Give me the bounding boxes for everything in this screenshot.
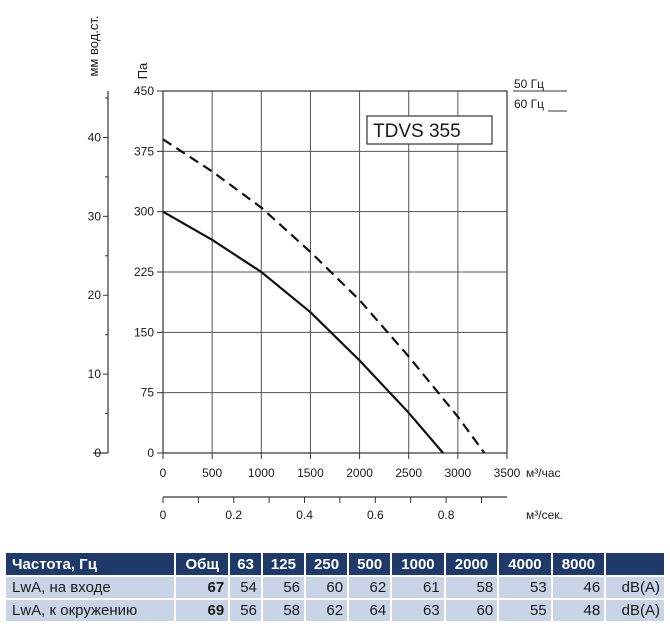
cell-2000: 58 xyxy=(445,577,498,598)
x-axis-label: м³/час xyxy=(526,466,561,480)
x-tick-label: 500 xyxy=(202,466,222,480)
cell-250: 62 xyxy=(306,600,348,621)
header-125: 125 xyxy=(262,553,304,575)
header-8000: 8000 xyxy=(552,553,605,575)
x-tick-label: 3000 xyxy=(445,466,472,480)
header-unit xyxy=(606,553,664,575)
header-total: Общ xyxy=(176,553,229,575)
plot-frame xyxy=(162,90,508,454)
x-tick-label: 3500 xyxy=(494,466,521,480)
y-tick-label: 300 xyxy=(134,205,154,219)
x2-tick-label: 0.2 xyxy=(225,508,242,522)
cell-1000: 61 xyxy=(392,577,444,598)
x-tick-label: 2500 xyxy=(395,466,422,480)
table-row: LwA, на входе 67 54 56 60 62 61 58 53 46… xyxy=(6,577,664,598)
cell-2000: 60 xyxy=(445,600,498,621)
y-tick-label: 450 xyxy=(134,84,154,98)
y2-tick-label: 30 xyxy=(88,209,102,223)
title-box: TDVS 355 xyxy=(366,115,493,145)
cell-4000: 53 xyxy=(499,577,551,598)
header-250: 250 xyxy=(306,553,348,575)
y-tick-label: 0 xyxy=(147,446,154,460)
cell-63: 54 xyxy=(230,577,261,598)
table-header-row: Частота, Гц Общ 63 125 250 500 1000 2000… xyxy=(6,553,664,575)
chart-title: TDVS 355 xyxy=(373,121,461,142)
cell-250: 60 xyxy=(306,577,348,598)
y2-tick-label: 10 xyxy=(88,367,102,381)
row-unit: dB(A) xyxy=(606,577,664,598)
legend-label-50hz: 50 Гц xyxy=(514,77,544,91)
header-2000: 2000 xyxy=(445,553,498,575)
x-tick-label: 0 xyxy=(160,466,167,480)
x-tick-label: 1500 xyxy=(297,466,324,480)
cell-500: 62 xyxy=(349,577,391,598)
cell-125: 58 xyxy=(262,600,304,621)
chart-labels: 0 500 1000 1500 2000 2500 3000 3500075150225300… xyxy=(86,15,567,522)
row-label: LwA, на входе xyxy=(6,577,175,598)
chart-grid xyxy=(162,90,508,454)
x-tick-label: 1000 xyxy=(248,466,275,480)
cell-500: 64 xyxy=(349,600,391,621)
x2-tick-label: 0.6 xyxy=(367,508,384,522)
header-4000: 4000 xyxy=(499,553,551,575)
y-tick-label: 375 xyxy=(134,144,154,158)
cell-63: 56 xyxy=(230,600,261,621)
x2-tick-label: 0.8 xyxy=(438,508,455,522)
y2-tick-label: 40 xyxy=(88,130,102,144)
header-1000: 1000 xyxy=(392,553,444,575)
x2-tick-label: 0.4 xyxy=(296,508,313,522)
title-frame xyxy=(366,115,493,145)
chart-curves xyxy=(162,138,486,454)
row-total: 67 xyxy=(176,577,229,598)
series-curve-2 xyxy=(162,138,486,454)
row-unit: dB(A) xyxy=(606,600,664,621)
table-row: LwA, к окружению 69 56 58 62 64 63 60 55… xyxy=(6,600,664,621)
series-curve-1 xyxy=(162,210,444,454)
y-tick-label: 75 xyxy=(141,386,155,400)
fan-performance-chart: 0 500 1000 1500 2000 2500 3000 3500075150225300… xyxy=(86,15,567,522)
y2-axis-label: мм вод.ст. xyxy=(86,15,101,76)
y2-tick-label: 0 xyxy=(94,446,101,460)
y-tick-label: 150 xyxy=(134,325,154,339)
x2-axis-label: м³/сек. xyxy=(526,508,563,522)
cell-125: 56 xyxy=(262,577,304,598)
x2-tick-label: 0 xyxy=(160,508,167,522)
cell-4000: 55 xyxy=(499,600,551,621)
legend: 50 Гц 60 Гц xyxy=(513,77,567,112)
cell-8000: 48 xyxy=(552,600,605,621)
cell-1000: 63 xyxy=(392,600,444,621)
chart-axes xyxy=(93,90,508,503)
legend-label-60hz: 60 Гц xyxy=(514,97,544,111)
x-tick-label: 2000 xyxy=(346,466,373,480)
header-frequency: Частота, Гц xyxy=(6,553,175,575)
header-63: 63 xyxy=(230,553,261,575)
cell-8000: 46 xyxy=(552,577,605,598)
noise-table: Частота, Гц Общ 63 125 250 500 1000 2000… xyxy=(4,551,666,623)
y-axis-label: Па xyxy=(135,62,150,79)
y-tick-label: 225 xyxy=(134,265,154,279)
y2-tick-label: 20 xyxy=(88,288,102,302)
row-total: 69 xyxy=(176,600,229,621)
row-label: LwA, к окружению xyxy=(6,600,175,621)
header-500: 500 xyxy=(349,553,391,575)
